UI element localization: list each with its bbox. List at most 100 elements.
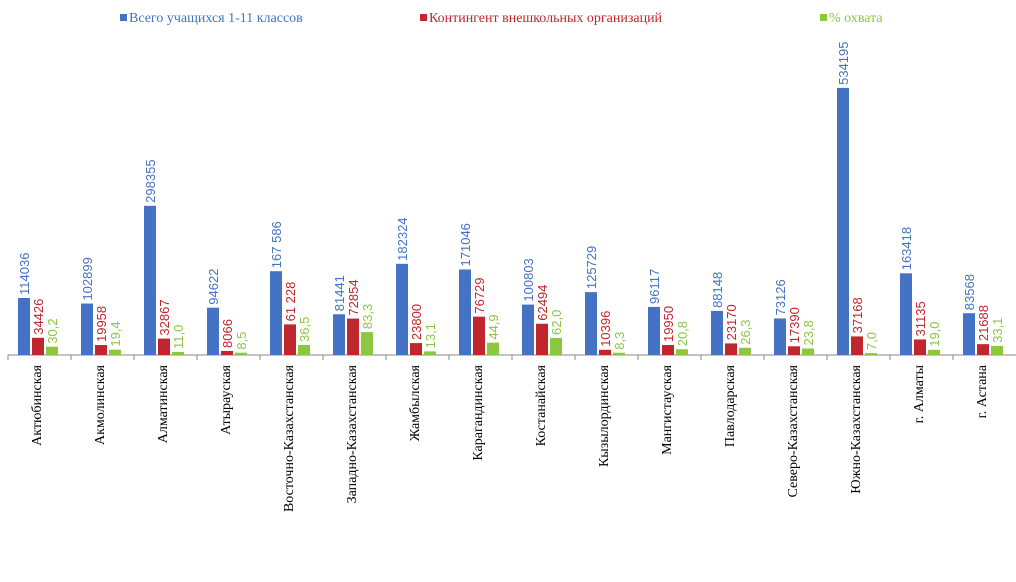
bar xyxy=(802,348,814,355)
x-tick-label: Западно-Казахстанская xyxy=(345,364,360,503)
value-label: 88148 xyxy=(710,272,725,308)
bar xyxy=(928,349,940,355)
bar xyxy=(487,342,499,355)
value-label: 72854 xyxy=(346,279,361,315)
value-label: 73126 xyxy=(773,279,788,315)
legend-swatch xyxy=(120,14,127,21)
bar xyxy=(396,263,408,355)
bar xyxy=(270,271,282,355)
bar xyxy=(298,344,310,355)
bar xyxy=(914,339,926,355)
bar xyxy=(95,345,107,355)
value-label: 10396 xyxy=(598,311,613,347)
value-label: 23800 xyxy=(409,304,424,340)
value-label: 8066 xyxy=(220,319,235,348)
value-label: 44,9 xyxy=(486,314,501,339)
value-label: 13,1 xyxy=(423,323,438,348)
value-label: 26,3 xyxy=(738,319,753,344)
bar xyxy=(991,345,1003,355)
legend-label: % охвата xyxy=(829,11,883,26)
bar xyxy=(865,353,877,355)
bar xyxy=(81,303,93,355)
legend-label: Всего учащихся 1-11 классов xyxy=(129,11,303,26)
value-label: 182324 xyxy=(395,217,410,260)
bar xyxy=(900,273,912,355)
value-label: 19,4 xyxy=(108,321,123,346)
value-label: 76729 xyxy=(472,277,487,313)
value-label: 81441 xyxy=(332,275,347,311)
value-label: 61 228 xyxy=(283,282,298,322)
value-label: 62,0 xyxy=(549,310,564,335)
x-tick-label: г. Алматы xyxy=(912,364,927,423)
value-label: 23170 xyxy=(724,304,739,340)
x-tick-label: Карагандинская xyxy=(471,364,486,460)
bar xyxy=(550,337,562,355)
value-label: 31135 xyxy=(913,301,928,336)
bar xyxy=(109,349,121,355)
bar xyxy=(144,205,156,355)
bar xyxy=(536,323,548,355)
x-tick-label: Актюбинская xyxy=(30,364,45,445)
value-label: 96117 xyxy=(647,269,662,304)
bar xyxy=(739,347,751,355)
x-tick-label: Жамбылская xyxy=(408,364,423,441)
bar xyxy=(725,343,737,355)
bar xyxy=(235,352,247,355)
value-label: 11,0 xyxy=(171,325,186,349)
value-label: 20,8 xyxy=(675,321,690,346)
x-tick-label: Костанайская xyxy=(534,364,549,446)
value-label: 163418 xyxy=(899,227,914,270)
value-label: 102899 xyxy=(80,257,95,300)
value-label: 21688 xyxy=(976,305,991,341)
value-label: 62494 xyxy=(535,285,550,321)
bar xyxy=(676,349,688,355)
bar xyxy=(32,337,44,355)
bar xyxy=(172,351,184,355)
value-label: 534195 xyxy=(836,42,851,85)
value-label: 125729 xyxy=(584,246,599,289)
value-label: 32867 xyxy=(157,299,172,335)
value-label: 100803 xyxy=(521,258,536,301)
bar xyxy=(333,314,345,355)
value-label: 8,3 xyxy=(612,332,627,350)
bar xyxy=(473,316,485,355)
bar xyxy=(46,346,58,355)
bar xyxy=(284,324,296,355)
value-label: 37168 xyxy=(850,297,865,333)
x-tick-label: Северо-Казахстанская xyxy=(786,364,801,497)
value-label: 8,5 xyxy=(234,332,249,350)
legend-label: Контингент внешкольных организаций xyxy=(429,11,663,26)
x-tick-label: Атырауская xyxy=(219,364,234,434)
bar xyxy=(585,292,597,355)
bar xyxy=(963,313,975,355)
bar xyxy=(648,306,660,355)
bar xyxy=(361,332,373,355)
bar xyxy=(613,352,625,355)
value-label: 19950 xyxy=(661,306,676,342)
bar xyxy=(851,336,863,355)
x-tick-label: Восточно-Казахстанская xyxy=(282,364,297,512)
value-label: 83,3 xyxy=(360,304,375,329)
bar xyxy=(347,318,359,355)
bar xyxy=(662,345,674,355)
x-tick-label: Кызылординская xyxy=(597,364,612,467)
value-label: 19958 xyxy=(94,306,109,342)
value-label: 114036 xyxy=(17,253,32,295)
value-label: 171046 xyxy=(458,223,473,266)
x-tick-label: Павлодарская xyxy=(723,364,738,447)
value-label: 19,0 xyxy=(927,321,942,346)
value-label: 94622 xyxy=(206,269,221,305)
x-tick-label: Мангистауская xyxy=(660,364,675,454)
bar xyxy=(977,344,989,355)
value-label: 83568 xyxy=(962,274,977,310)
bar xyxy=(774,318,786,355)
bar xyxy=(424,351,436,355)
value-label: 23,8 xyxy=(801,320,816,345)
bar xyxy=(221,350,233,355)
value-label: 33,1 xyxy=(990,318,1005,343)
bar xyxy=(599,349,611,355)
value-label: 36,5 xyxy=(297,317,312,342)
x-tick-label: Южно-Казахстанская xyxy=(849,364,864,493)
value-label: 17390 xyxy=(787,307,802,343)
bar xyxy=(837,87,849,355)
